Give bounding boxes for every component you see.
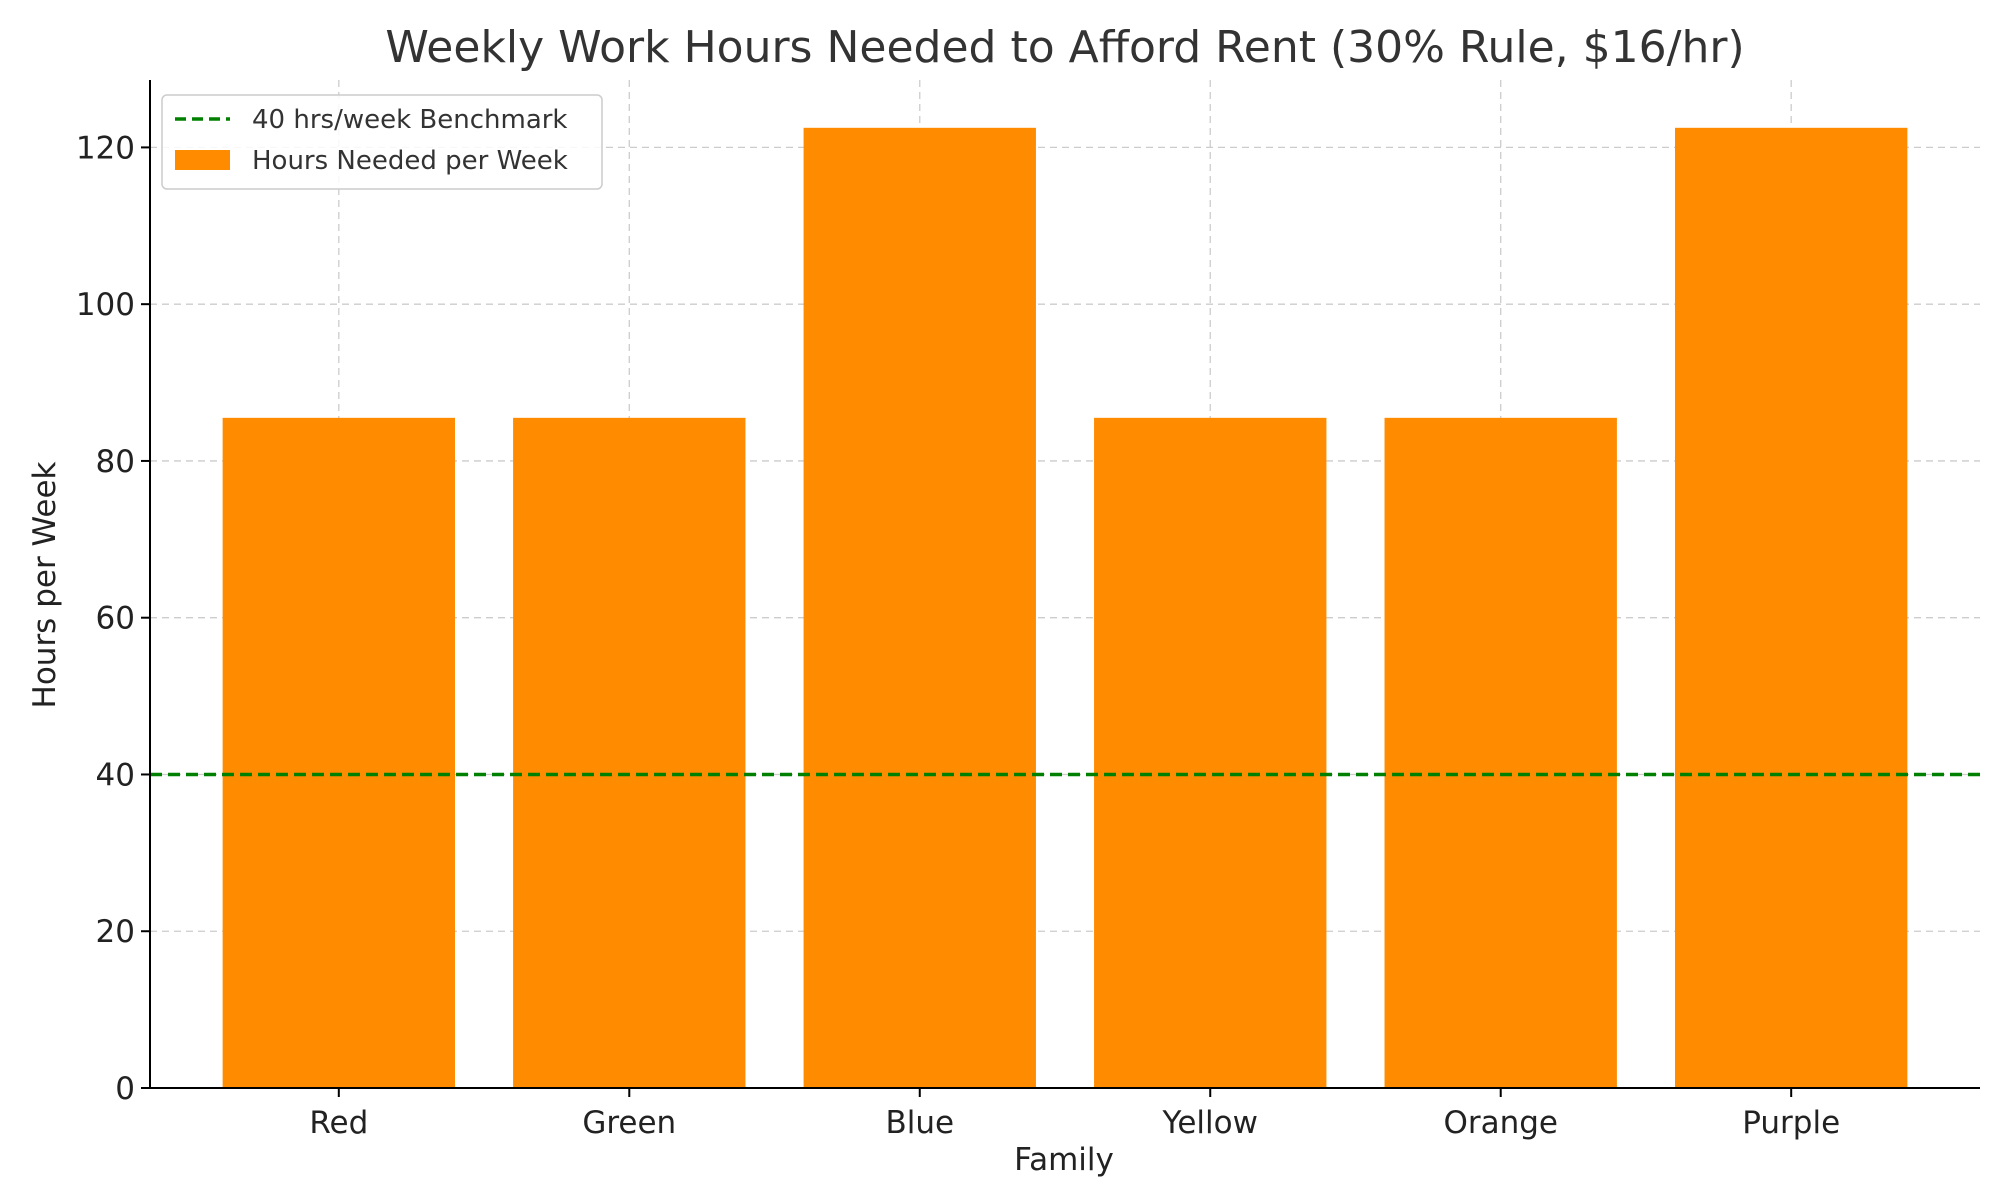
bar-green [513,417,746,1088]
y-axis-label: Hours per Week [27,461,63,708]
legend-frame [161,94,603,190]
y-tick-label: 100 [76,287,135,323]
ticks-layer: 0 20 40 60 80 100 120 Red Green Blue Yellow Orange P… [76,130,1840,1141]
bar-yellow [1094,417,1327,1088]
x-tick-label: Blue [885,1105,954,1141]
bar-red [222,417,455,1088]
bar-orange [1384,417,1617,1088]
chart-title: Weekly Work Hours Needed to Afford Rent … [385,22,1744,73]
legend-hours-swatch [175,150,230,170]
bar-blue [803,127,1036,1089]
x-tick-label: Red [309,1105,368,1141]
y-tick-label: 20 [96,914,135,950]
bars-layer [222,127,1908,1089]
legend-benchmark-label: 40 hrs/week Benchmark [252,105,568,135]
y-tick-label: 80 [96,444,135,480]
x-tick-label: Green [582,1105,676,1141]
y-tick-label: 60 [96,601,135,637]
x-axis-label: Family [1014,1142,1114,1178]
bar-purple [1675,127,1908,1089]
axes-layer [149,80,1980,1089]
legend: 40 hrs/week Benchmark Hours Needed per W… [161,94,603,190]
y-tick-label: 120 [76,130,135,166]
x-tick-label: Yellow [1162,1105,1258,1141]
y-tick-label: 0 [115,1071,135,1107]
y-tick-label: 40 [96,757,135,793]
x-tick-label: Orange [1443,1105,1558,1141]
legend-hours-label: Hours Needed per Week [252,146,568,176]
x-tick-label: Purple [1742,1105,1840,1141]
